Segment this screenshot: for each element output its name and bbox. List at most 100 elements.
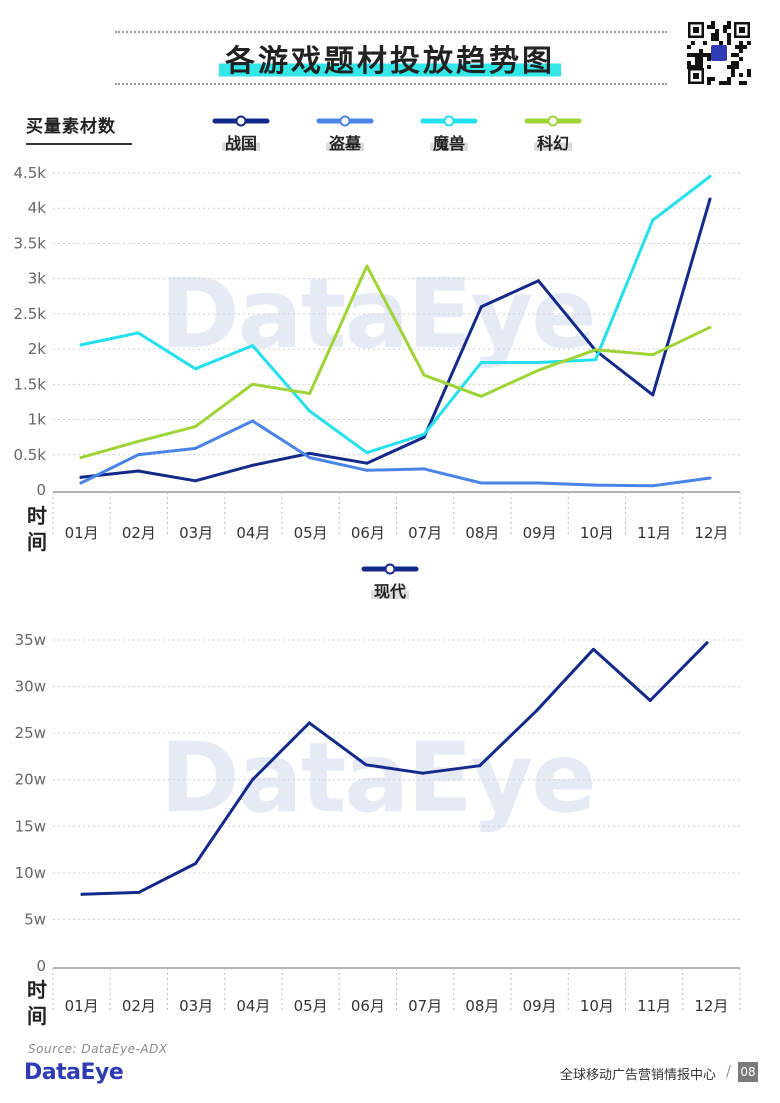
x-tick-label: 05月 <box>294 524 328 542</box>
y-axis-title: 买量素材数 <box>26 117 116 137</box>
y-tick-label: 0 <box>36 481 46 499</box>
data-point-moshou <box>136 331 140 335</box>
y-tick-label: 5w <box>24 910 46 928</box>
source-note: Source: DataEye-ADX <box>28 1042 168 1056</box>
data-point-zhanguo <box>365 461 369 465</box>
data-point-daomu <box>536 481 540 485</box>
data-point-daomu <box>422 467 426 471</box>
data-point-kehuan <box>136 439 140 443</box>
data-point-moshou <box>79 343 83 347</box>
series-line-daomu <box>79 419 712 488</box>
legend-item-zhanguo: 战国 <box>201 114 281 154</box>
data-point-zhanguo <box>308 451 312 455</box>
data-point-kehuan <box>422 373 426 377</box>
data-point-zhanguo <box>136 469 140 473</box>
series-line-xiandai <box>80 641 709 896</box>
data-point-daomu <box>136 453 140 457</box>
data-point-xiandai <box>137 890 141 894</box>
data-point-moshou <box>193 367 197 371</box>
data-point-daomu <box>708 476 712 480</box>
watermark-bottom: DataEye <box>160 722 596 834</box>
legend-label-daomu: 盗墓 <box>325 134 364 153</box>
data-point-kehuan <box>594 348 598 352</box>
time-axis-label-char: 间 <box>27 1004 47 1028</box>
y-tick-label: 0 <box>36 957 46 975</box>
data-point-daomu <box>365 468 369 472</box>
data-point-xiandai <box>591 647 595 651</box>
y-tick-label: 3k <box>28 270 47 288</box>
legend-swatch-daomu <box>316 115 374 127</box>
y-tick-label: 3.5k <box>13 234 46 252</box>
data-point-kehuan <box>251 382 255 386</box>
title-dotted-line-top <box>115 31 667 33</box>
x-tick-label: 10月 <box>580 524 614 542</box>
legend-swatch-xiandai <box>361 563 419 575</box>
data-point-xiandai <box>80 892 84 896</box>
data-point-kehuan <box>479 394 483 398</box>
x-tick-label: 11月 <box>637 997 671 1015</box>
legend-label-xiandai: 现代 <box>370 582 409 601</box>
report-name: 全球移动广告营销情报中心 <box>560 1068 717 1083</box>
x-tick-label: 12月 <box>694 524 728 542</box>
time-axis-label-char: 时 <box>27 504 47 528</box>
x-tick-label: 03月 <box>179 524 213 542</box>
legend-item-moshou: 魔兽 <box>409 114 489 154</box>
y-axis-title-underline <box>26 143 132 145</box>
data-point-kehuan <box>708 325 712 329</box>
data-point-moshou <box>536 360 540 364</box>
x-tick-label: 04月 <box>236 997 270 1015</box>
data-point-zhanguo <box>536 279 540 283</box>
y-tick-label: 2.5k <box>13 305 46 323</box>
data-point-kehuan <box>536 368 540 372</box>
legend-swatch-zhanguo <box>212 115 270 127</box>
title-dotted-line-bottom <box>115 83 667 85</box>
x-tick-label: 01月 <box>65 524 99 542</box>
y-tick-label: 1k <box>28 411 47 429</box>
y-axis-title-container: 买量素材数 <box>26 112 132 145</box>
y-tick-label: 30w <box>15 678 46 696</box>
data-point-zhanguo <box>479 305 483 309</box>
x-tick-label: 07月 <box>408 524 442 542</box>
data-point-moshou <box>365 451 369 455</box>
title-container: 各游戏题材投放趋势图 <box>0 36 780 80</box>
data-point-daomu <box>251 419 255 423</box>
y-tick-label: 10w <box>15 864 46 882</box>
data-point-kehuan <box>365 264 369 268</box>
legend-label-kehuan: 科幻 <box>533 134 572 153</box>
data-point-zhanguo <box>193 479 197 483</box>
data-point-xiandai <box>364 763 368 767</box>
data-point-xiandai <box>478 764 482 768</box>
data-point-zhanguo <box>651 393 655 397</box>
data-point-xiandai <box>194 862 198 866</box>
data-point-kehuan <box>79 456 83 460</box>
footer-separator: / <box>726 1062 732 1080</box>
y-tick-label: 35w <box>15 631 46 649</box>
legend-label-moshou: 魔兽 <box>429 134 468 153</box>
series-line-zhanguo <box>79 197 712 483</box>
data-point-kehuan <box>308 391 312 395</box>
legend-swatch-moshou <box>420 115 478 127</box>
data-point-daomu <box>651 484 655 488</box>
data-point-moshou <box>594 358 598 362</box>
series-line-moshou <box>79 175 712 455</box>
brand-logo: DataEye <box>24 1060 124 1085</box>
data-point-xiandai <box>421 771 425 775</box>
y-tick-label: 20w <box>15 771 46 789</box>
data-point-zhanguo <box>79 475 83 479</box>
legend-item-xiandai: 现代 <box>350 562 430 602</box>
x-tick-label: 11月 <box>637 524 671 542</box>
data-point-zhanguo <box>708 197 712 201</box>
qr-code-icon <box>687 21 751 85</box>
series-line-kehuan <box>79 264 712 460</box>
data-point-daomu <box>594 483 598 487</box>
y-tick-label: 4.5k <box>13 164 46 182</box>
data-point-daomu <box>79 481 83 485</box>
x-tick-label: 09月 <box>523 997 557 1015</box>
data-point-moshou <box>651 218 655 222</box>
x-tick-label: 05月 <box>294 997 328 1015</box>
x-tick-label: 02月 <box>122 524 156 542</box>
x-tick-label: 03月 <box>179 997 213 1015</box>
data-point-daomu <box>193 446 197 450</box>
data-point-daomu <box>479 481 483 485</box>
x-tick-label: 08月 <box>465 997 499 1015</box>
